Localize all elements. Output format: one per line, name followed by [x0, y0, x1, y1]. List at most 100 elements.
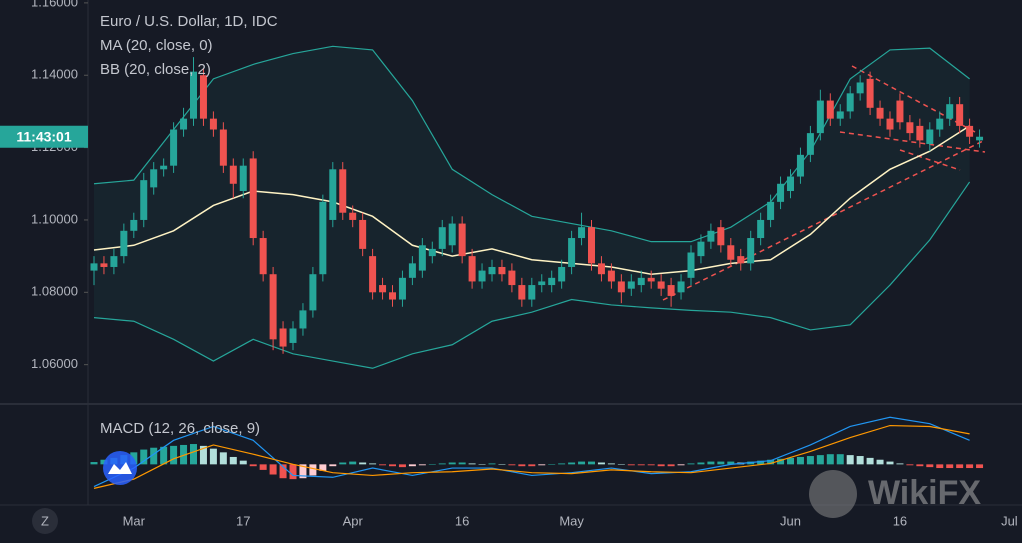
macd-histogram-bar — [180, 444, 188, 465]
macd-histogram-bar — [767, 459, 775, 465]
candle-body — [408, 263, 416, 278]
macd-histogram-bar — [717, 461, 725, 465]
macd-histogram-bar — [806, 456, 814, 465]
logo-circle — [103, 451, 137, 485]
macd-histogram-bar — [438, 463, 446, 465]
macd-histogram-bar — [219, 452, 227, 465]
candle-body — [747, 238, 755, 264]
candle-body — [199, 75, 207, 119]
candle-body — [796, 154, 804, 177]
macd-histogram-bar — [90, 462, 98, 465]
macd-histogram-bar — [259, 464, 267, 470]
candle-body — [548, 277, 556, 286]
macd-histogram-bar — [946, 464, 954, 469]
macd-histogram-bar — [667, 464, 675, 467]
macd-histogram-bar — [100, 459, 108, 465]
macd-histogram-bar — [379, 464, 387, 466]
macd-histogram-bar — [279, 464, 287, 479]
macd-histogram-bar — [329, 464, 337, 467]
macd-histogram-bar — [398, 464, 406, 468]
macd-histogram-bar — [518, 464, 526, 467]
macd-histogram-bar — [647, 464, 655, 466]
macd-histogram-bar — [209, 448, 217, 465]
candle-body — [428, 248, 436, 257]
candle-body — [498, 266, 506, 275]
x-tick-label: 16 — [893, 513, 907, 528]
candle-body — [846, 93, 854, 112]
candle-body — [647, 277, 655, 282]
candle-body — [866, 78, 874, 108]
candle-body — [607, 270, 615, 282]
macd-histogram-bar — [289, 464, 297, 480]
trend-drawings — [662, 65, 986, 301]
macd-histogram-bar — [369, 463, 377, 465]
bollinger-band — [93, 181, 971, 369]
macd-histogram-bar — [508, 464, 516, 466]
candle-body — [816, 100, 824, 134]
candle-body — [966, 125, 974, 137]
candle-body — [767, 201, 775, 220]
candle-body — [150, 169, 158, 188]
candle-body — [588, 227, 595, 264]
x-tick-label: Apr — [343, 513, 364, 528]
macd-histogram-bar — [349, 461, 357, 465]
candle-body — [826, 100, 834, 119]
macd-histogram-bar — [319, 464, 327, 471]
x-tick-label: May — [559, 513, 584, 528]
macd-histogram-bar — [627, 464, 635, 466]
macd-histogram-bar — [617, 464, 625, 465]
y-tick-label: 1.14000 — [31, 67, 78, 82]
macd-histogram-bar — [199, 445, 207, 465]
candle-body — [458, 223, 466, 257]
candle-body — [886, 118, 894, 130]
candle-body — [806, 133, 814, 155]
macd-histogram-bar — [408, 464, 416, 467]
macd-histogram-bar — [140, 449, 148, 465]
candle-body — [956, 104, 964, 126]
logo-icon — [108, 462, 132, 474]
candle-body — [329, 169, 337, 220]
macd-histogram-bar — [637, 464, 645, 466]
candle-body — [627, 281, 635, 289]
macd-histogram-bar — [249, 464, 257, 467]
candle-body — [359, 219, 367, 249]
x-tick-label: 17 — [236, 513, 250, 528]
candle-body — [727, 245, 735, 260]
candle-body — [657, 281, 665, 289]
macd-histogram-bar — [607, 463, 615, 465]
macd-histogram-bar — [538, 464, 546, 466]
candle-body — [389, 292, 396, 300]
candle-body — [568, 238, 576, 267]
indicator-label: BB (20, close, 2) — [100, 61, 211, 78]
macd-histogram-bar — [229, 456, 237, 465]
candle-body — [916, 125, 924, 141]
candle-body — [717, 227, 725, 246]
macd-histogram-bar — [458, 462, 466, 465]
trend-line — [839, 131, 986, 153]
candle-body — [578, 227, 586, 239]
candle-body — [349, 212, 357, 220]
candle-body — [538, 281, 546, 286]
macd-histogram-bar — [597, 462, 605, 465]
candle-body — [558, 266, 566, 282]
candle-body — [249, 158, 257, 239]
macd-histogram-bar — [866, 457, 874, 465]
scale-button[interactable] — [32, 508, 58, 534]
macd-histogram-bar — [448, 462, 456, 465]
macd-histogram-bar — [966, 464, 974, 469]
candle-body — [687, 252, 695, 278]
candle-body — [976, 136, 984, 141]
candle-body — [836, 111, 844, 119]
macd-histogram-bar — [528, 464, 536, 467]
macd-histogram-bar — [468, 463, 476, 465]
y-tick-label: 1.16000 — [31, 0, 78, 9]
macd-histogram-bar — [548, 464, 556, 465]
macd-histogram-bar — [657, 464, 665, 467]
candle-body — [289, 328, 297, 343]
scale-button-label[interactable]: Z — [41, 513, 49, 528]
logo — [103, 451, 137, 485]
macd-histogram-bar — [478, 464, 486, 465]
macd-histogram-bar — [846, 455, 854, 465]
watermark-text: WikiFX — [868, 474, 981, 512]
watermark-icon — [809, 470, 857, 518]
